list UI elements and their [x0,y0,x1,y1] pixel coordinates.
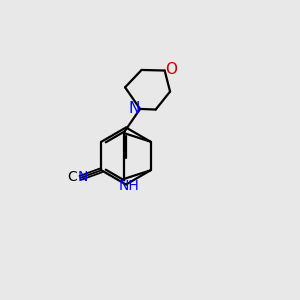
Text: C: C [67,170,77,184]
Text: N: N [78,170,88,184]
Text: O: O [165,62,177,77]
Text: N: N [129,101,140,116]
Text: NH: NH [118,179,140,193]
